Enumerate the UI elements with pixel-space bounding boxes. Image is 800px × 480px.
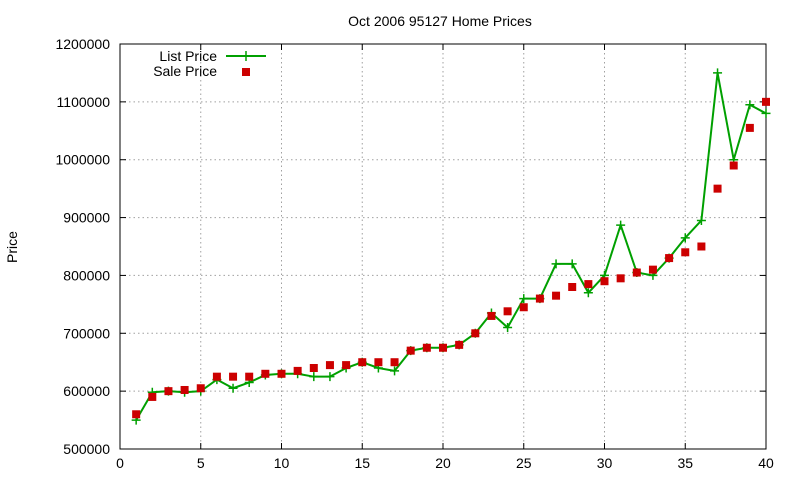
grid-layer: [120, 44, 766, 449]
sale-price-point: [358, 358, 367, 367]
sale-price-point: [422, 343, 431, 352]
list-price-point: [567, 259, 577, 269]
y-tick-label: 700000: [63, 325, 110, 341]
list-price-point: [713, 68, 723, 78]
sale-price-point: [390, 358, 399, 367]
x-tick-label: 20: [435, 455, 451, 471]
list-price-point: [551, 259, 561, 269]
sale-price-point: [471, 329, 480, 338]
list-price-point: [519, 294, 529, 304]
x-tick-label: 15: [354, 455, 370, 471]
sale-price-point: [293, 366, 302, 375]
list-price-point: [390, 366, 400, 376]
legend-marker-list-price: [241, 51, 251, 61]
sale-price-point: [148, 392, 157, 401]
sale-price-point: [325, 361, 334, 370]
sale-price-point: [261, 369, 270, 378]
sale-price-point: [681, 248, 690, 257]
list-price-point: [583, 288, 593, 298]
sale-price-point: [277, 369, 286, 378]
sale-price-point: [503, 307, 512, 316]
list-price-point: [745, 100, 755, 110]
sale-price-point: [519, 303, 528, 312]
x-tick-label: 40: [758, 455, 774, 471]
x-tick-label: 35: [677, 455, 693, 471]
sale-price-point: [229, 372, 238, 381]
sale-price-point: [212, 372, 221, 381]
list-price-point: [309, 372, 319, 382]
list-price-point: [696, 215, 706, 225]
sale-price-point: [584, 280, 593, 289]
list-price-point: [761, 108, 771, 118]
sale-price-point: [665, 254, 674, 263]
y-tick-label: 800000: [63, 267, 110, 283]
legend: List Price Sale Price: [153, 48, 266, 79]
sale-price-point: [180, 385, 189, 394]
x-tick-label: 5: [197, 455, 205, 471]
sale-price-point: [552, 291, 561, 300]
sale-price-point: [342, 361, 351, 370]
sale-price-point: [648, 265, 657, 274]
chart-title: Oct 2006 95127 Home Prices: [348, 13, 532, 29]
x-tick-label: 10: [274, 455, 290, 471]
legend-label-sale-price: Sale Price: [153, 63, 217, 79]
list-price-point: [228, 383, 238, 393]
x-tick-label: 30: [597, 455, 613, 471]
y-tick-label: 1200000: [55, 36, 110, 52]
y-tick-label: 600000: [63, 383, 110, 399]
sale-price-point: [439, 343, 447, 352]
y-tick-label: 500000: [63, 441, 110, 457]
x-tick-label: 25: [516, 455, 532, 471]
sale-price-point: [196, 384, 205, 393]
y-tick-label: 1000000: [55, 152, 110, 168]
sale-price-point: [245, 372, 254, 381]
sale-price-point: [762, 97, 770, 106]
sale-price-point: [406, 346, 415, 355]
sale-price-point: [132, 410, 141, 419]
sale-price-point: [535, 294, 544, 303]
legend-label-list-price: List Price: [159, 48, 217, 64]
x-tick-label: 0: [116, 455, 124, 471]
list-price-point: [503, 323, 513, 332]
sale-price-point: [745, 123, 754, 132]
sale-price-point: [455, 340, 464, 349]
y-tick-label: 900000: [63, 210, 110, 226]
y-tick-label: 1100000: [57, 94, 111, 110]
sale-price-point: [713, 184, 722, 193]
sale-price-point: [487, 311, 496, 320]
sale-price-point: [616, 274, 625, 283]
list-price-point: [616, 220, 626, 230]
sale-price-point: [600, 277, 609, 286]
sale-price-point: [729, 161, 738, 170]
list-price-point: [680, 233, 690, 243]
legend-marker-sale-price: [242, 68, 250, 76]
series-layer: [131, 68, 771, 425]
sale-price-point: [164, 387, 173, 396]
sale-price-point: [568, 283, 577, 291]
series-line-list-price: [135, 71, 767, 421]
y-axis-label: Price: [4, 231, 20, 263]
sale-price-point: [697, 242, 706, 251]
ticks-layer: 0 5 10 15 20 25 30 35 40 500000 600000 700000 800000…: [55, 36, 774, 471]
sale-price-point: [374, 358, 383, 367]
list-price-point: [325, 372, 335, 382]
sale-price-point: [309, 364, 318, 372]
sale-price-point: [632, 268, 641, 277]
